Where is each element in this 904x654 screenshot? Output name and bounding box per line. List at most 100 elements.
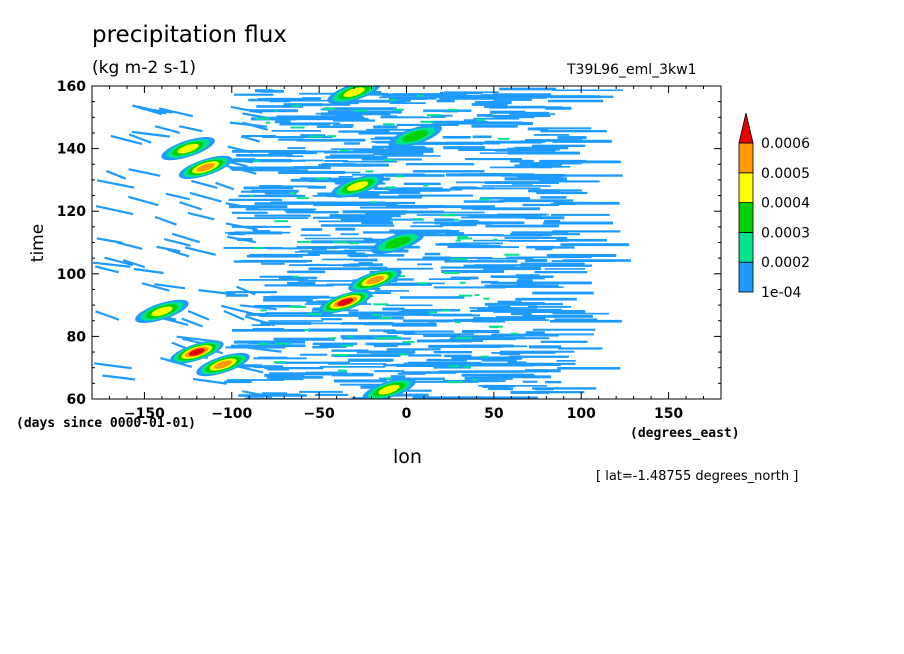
precip-streak bbox=[545, 380, 562, 384]
precip-streak bbox=[476, 308, 519, 311]
precip-streak bbox=[224, 231, 291, 234]
precip-feature bbox=[347, 181, 369, 192]
precip-streak bbox=[365, 215, 381, 218]
precip-streak bbox=[342, 322, 394, 324]
precip-streak bbox=[312, 216, 361, 219]
precip-streak bbox=[484, 284, 559, 288]
precip-streak bbox=[436, 359, 466, 362]
precip-streak bbox=[340, 233, 359, 236]
precip-streak bbox=[484, 181, 559, 184]
x-tick-label: −150 bbox=[124, 406, 165, 422]
precip-streak bbox=[415, 231, 436, 234]
precip-streak bbox=[556, 238, 607, 242]
precip-streak bbox=[536, 127, 592, 130]
precip-streak bbox=[290, 192, 295, 195]
precip-streak bbox=[287, 281, 316, 285]
precip-streak bbox=[233, 260, 307, 263]
precip-streak bbox=[362, 231, 412, 234]
precip-streak bbox=[369, 329, 396, 332]
precip-streak bbox=[327, 110, 402, 114]
precip-streak bbox=[472, 239, 538, 242]
precip-streak bbox=[267, 247, 309, 250]
precip-streak bbox=[335, 245, 386, 249]
precip-streak bbox=[286, 211, 339, 214]
colorbar-label: 1e-04 bbox=[761, 285, 801, 301]
precip-streak bbox=[480, 94, 543, 98]
precip-streak bbox=[321, 163, 356, 165]
y-tick-label: 160 bbox=[57, 79, 86, 95]
precip-streak bbox=[293, 166, 331, 170]
precip-streak bbox=[232, 149, 306, 153]
precip-streak bbox=[181, 317, 203, 328]
precip-streak bbox=[343, 160, 398, 163]
precip-streak bbox=[329, 154, 375, 158]
precip-streak bbox=[436, 339, 483, 342]
precip-streak bbox=[473, 95, 547, 99]
precip-streak bbox=[95, 310, 120, 321]
precip-streak bbox=[462, 329, 500, 334]
precip-streak bbox=[477, 257, 534, 260]
precip-streak bbox=[104, 256, 134, 267]
precip-streak bbox=[373, 152, 424, 156]
precip-streak bbox=[249, 194, 255, 197]
precip-streak bbox=[349, 254, 368, 258]
precip-streak bbox=[562, 259, 631, 262]
precip-streak bbox=[553, 201, 584, 205]
precip-streak bbox=[558, 347, 603, 350]
precip-streak bbox=[563, 189, 583, 192]
precip-streak bbox=[524, 216, 565, 220]
precip-streak bbox=[363, 149, 434, 153]
x-tick-label: 150 bbox=[654, 406, 683, 422]
precip-streak bbox=[393, 108, 405, 111]
precip-feature bbox=[214, 360, 233, 369]
precip-streak bbox=[246, 312, 269, 316]
precip-streak bbox=[313, 203, 361, 207]
precip-streak bbox=[442, 234, 504, 237]
precip-streak bbox=[419, 170, 477, 173]
y-tick-label: 120 bbox=[57, 204, 86, 220]
precip-streak bbox=[382, 283, 432, 286]
precip-streak bbox=[447, 365, 460, 368]
precip-streak bbox=[550, 203, 576, 206]
precip-streak bbox=[394, 393, 429, 397]
precip-streak bbox=[509, 355, 569, 358]
precip-streak bbox=[265, 312, 330, 315]
precip-streak bbox=[382, 159, 395, 162]
precip-streak bbox=[348, 358, 394, 362]
precip-streak bbox=[434, 218, 454, 222]
precip-streak bbox=[490, 281, 539, 285]
precip-streak bbox=[381, 155, 441, 157]
precip-streak bbox=[322, 258, 378, 261]
precip-streak bbox=[296, 246, 339, 248]
precip-streak bbox=[428, 344, 502, 348]
precip-streak bbox=[381, 201, 415, 205]
precip-streak bbox=[478, 385, 547, 387]
precip-streak bbox=[106, 170, 127, 180]
precip-streak bbox=[256, 105, 304, 108]
precip-streak bbox=[539, 189, 579, 192]
precip-streak bbox=[382, 313, 429, 316]
precip-streak bbox=[255, 117, 271, 120]
precip-streak bbox=[544, 219, 560, 223]
axes: −150 −100 −50 0 50 100 150 60 80 100 120 140 160 bbox=[57, 79, 721, 422]
precip-streak bbox=[412, 221, 454, 224]
precip-streak bbox=[267, 368, 290, 371]
x-tick-label: −50 bbox=[304, 406, 335, 422]
precip-streak bbox=[388, 282, 446, 285]
precip-streak bbox=[235, 364, 263, 368]
precip-streak bbox=[469, 221, 525, 225]
precip-streak bbox=[433, 286, 506, 289]
precip-streak bbox=[472, 396, 538, 399]
precip-streak bbox=[335, 227, 355, 231]
precip-streak bbox=[493, 98, 533, 101]
precip-streak bbox=[522, 314, 593, 318]
precip-streak bbox=[387, 331, 416, 335]
precip-streak bbox=[94, 265, 119, 274]
precip-streak bbox=[353, 259, 378, 262]
precip-streak bbox=[235, 364, 264, 374]
precip-streak bbox=[253, 357, 307, 360]
precip-streak bbox=[339, 383, 406, 386]
precip-streak bbox=[223, 310, 245, 321]
precip-streak bbox=[399, 296, 465, 299]
precip-streak bbox=[515, 274, 540, 277]
